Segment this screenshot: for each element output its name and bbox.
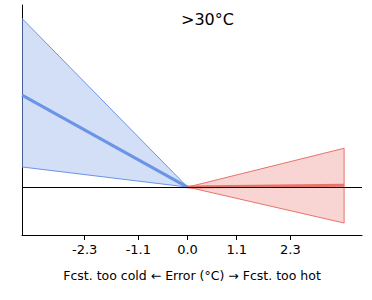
svg-text:0.0: 0.0 — [177, 242, 198, 257]
svg-text:1.1: 1.1 — [226, 242, 247, 257]
svg-text:-2.3: -2.3 — [72, 242, 97, 257]
svg-text:Fcst. too cold ← Error (°C) →: Fcst. too cold ← Error (°C) → Fcst. too … — [63, 268, 321, 283]
svg-text:>30°C: >30°C — [181, 10, 234, 29]
svg-text:-1.1: -1.1 — [126, 242, 151, 257]
svg-text:2.3: 2.3 — [280, 242, 301, 257]
